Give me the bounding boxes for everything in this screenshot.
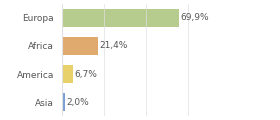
Bar [62,37,97,55]
Text: 2,0%: 2,0% [67,98,89,107]
Bar [62,65,73,83]
Text: 6,7%: 6,7% [74,70,97,79]
Bar [62,9,179,27]
Bar [62,93,65,111]
Text: 21,4%: 21,4% [99,41,128,50]
Text: 69,9%: 69,9% [181,13,209,22]
